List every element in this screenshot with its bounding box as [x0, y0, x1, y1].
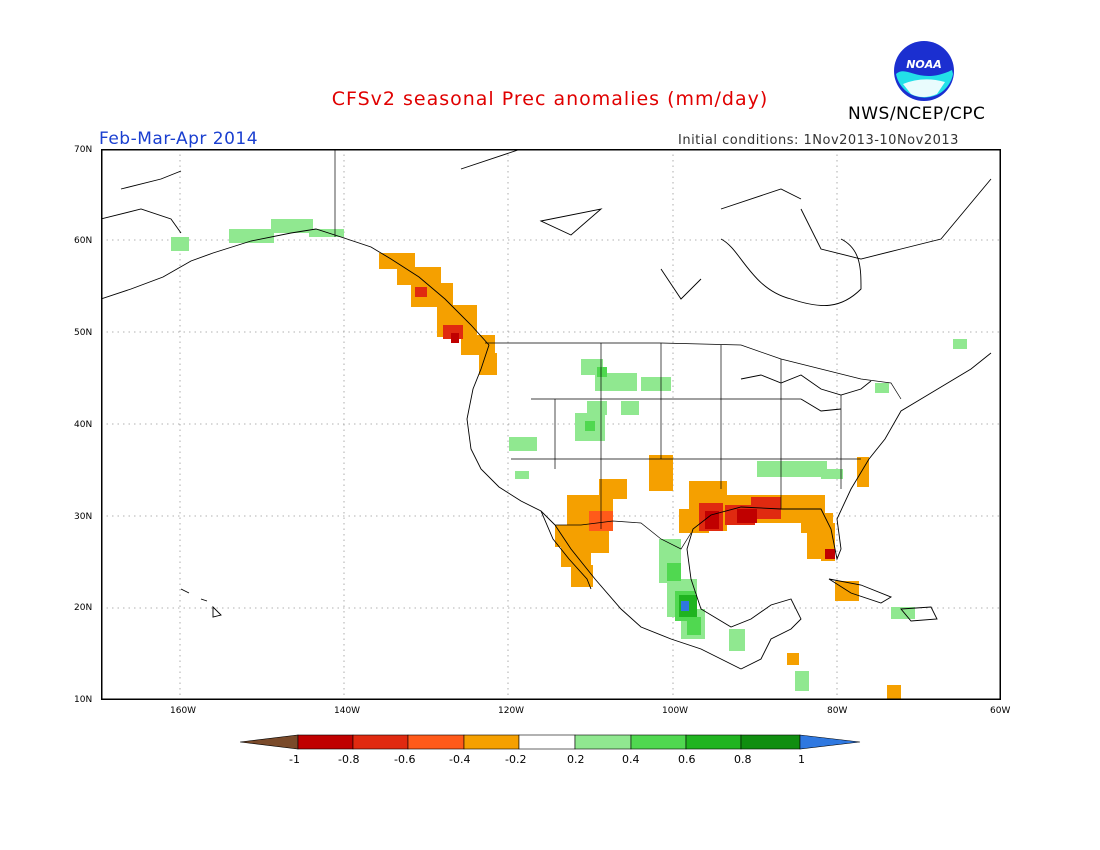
lon-tick: 160W — [170, 706, 197, 716]
map-frame — [101, 149, 1001, 700]
lat-tick: 60N — [74, 236, 93, 246]
anomaly-region-caribbean — [787, 581, 901, 699]
colorbar-cell — [352, 734, 409, 750]
colorbar-cell — [630, 734, 687, 750]
colorbar-label: 0.8 — [734, 753, 752, 766]
colorbar-cell — [740, 734, 801, 750]
colorbar-label: -1 — [289, 753, 300, 766]
lon-tick: 120W — [498, 706, 525, 716]
colorbar-label: 0.6 — [678, 753, 696, 766]
colorbar-cell — [297, 734, 354, 750]
colorbar-cell — [240, 734, 299, 750]
coastlines — [101, 149, 992, 670]
lat-tick: 30N — [74, 512, 93, 522]
lat-tick: 10N — [74, 695, 93, 705]
anomaly-map — [101, 149, 1001, 700]
colorbar-cell — [518, 734, 576, 750]
colorbar-cell — [799, 734, 861, 750]
colorbar — [240, 734, 861, 750]
lat-tick: 40N — [74, 420, 93, 430]
forecast-period: Feb-Mar-Apr 2014 — [99, 129, 259, 149]
colorbar-cell — [685, 734, 742, 750]
anomaly-region-bc — [379, 253, 497, 375]
colorbar-label: -0.6 — [394, 753, 416, 766]
colorbar-cell — [463, 734, 520, 750]
noaa-logo: NOAA — [894, 41, 954, 101]
political-borders — [334, 149, 902, 550]
colorbar-label: -0.8 — [338, 753, 360, 766]
lat-tick: 50N — [74, 328, 93, 338]
lon-tick: 80W — [827, 706, 848, 716]
initial-conditions: Initial conditions: 1Nov2013-10Nov2013 — [678, 133, 959, 148]
lon-tick: 100W — [662, 706, 689, 716]
anomaly-region-alaska — [171, 219, 344, 251]
colorbar-label: 0.2 — [567, 753, 585, 766]
agency-label: NWS/NCEP/CPC — [848, 104, 986, 124]
lon-tick: 60W — [990, 706, 1011, 716]
colorbar-label: -0.2 — [505, 753, 527, 766]
anomaly-region-plains — [509, 359, 671, 479]
colorbar-cell — [407, 734, 465, 750]
chart-title: CFSv2 seasonal Prec anomalies (mm/day) — [331, 88, 769, 110]
lat-tick: 70N — [74, 145, 93, 155]
lon-tick: 140W — [334, 706, 361, 716]
lat-tick: 20N — [74, 603, 93, 613]
colorbar-label: 0.4 — [622, 753, 640, 766]
anomaly-region-southwest — [555, 455, 673, 587]
colorbar-cell — [574, 734, 632, 750]
anomaly-region-southeast — [757, 339, 967, 479]
noaa-logo-text: NOAA — [906, 58, 942, 71]
colorbar-label: 1 — [798, 753, 805, 766]
colorbar-label: -0.4 — [449, 753, 471, 766]
